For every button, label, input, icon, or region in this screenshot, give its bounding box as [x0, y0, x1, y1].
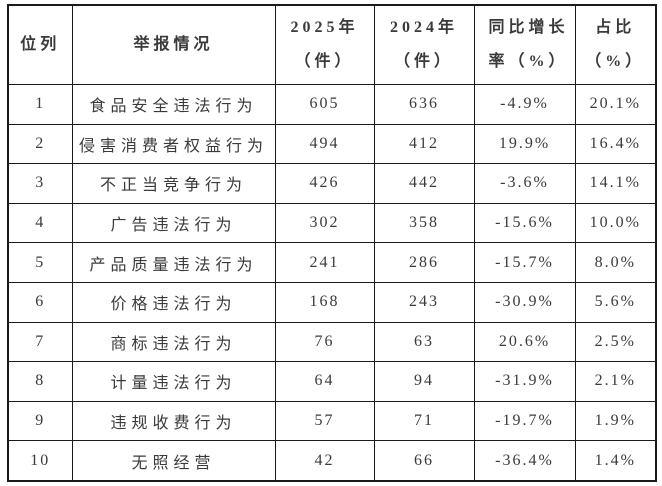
cell-share: 10.0% — [574, 202, 657, 244]
cell-2024: 358 — [373, 202, 475, 244]
cell-2025: 605 — [274, 84, 375, 125]
cell-2024: 636 — [373, 84, 475, 125]
cell-2025: 168 — [274, 281, 375, 323]
cell-2025: 426 — [274, 163, 375, 204]
table-row: 7 商标违法行为 76 63 20.6% 2.5% — [7, 321, 657, 363]
cell-share: 20.1% — [574, 84, 657, 125]
cell-rank: 8 — [7, 361, 73, 402]
cell-share: 2.1% — [574, 361, 657, 402]
header-share-line2: （%） — [585, 53, 646, 70]
table-row: 10 无照经营 42 66 -36.4% 1.4% — [7, 440, 657, 482]
cell-share: 14.1% — [574, 163, 657, 204]
table-body: 1 食品安全违法行为 605 636 -4.9% 20.1% 2 侵害消费者权益… — [7, 84, 657, 482]
table-row: 9 违规收费行为 57 71 -19.7% 1.9% — [7, 400, 657, 442]
cell-yoy: -3.6% — [473, 163, 576, 204]
cell-rank: 9 — [7, 400, 73, 442]
header-2024: 2024年 （件） — [373, 4, 475, 85]
cell-category: 无照经营 — [71, 440, 276, 482]
header-2025: 2025年 （件） — [274, 4, 375, 85]
table-row: 1 食品安全违法行为 605 636 -4.9% 20.1% — [7, 84, 657, 125]
cell-2024: 286 — [373, 242, 475, 283]
header-yoy-line1: 同比增长 — [488, 19, 569, 36]
header-2024-line1: 2024年 — [389, 19, 458, 36]
cell-rank: 5 — [7, 242, 73, 283]
cell-2025: 302 — [274, 202, 375, 244]
cell-share: 8.0% — [574, 242, 657, 283]
table-row: 4 广告违法行为 302 358 -15.6% 10.0% — [7, 202, 657, 244]
cell-yoy: 19.9% — [473, 123, 576, 165]
table-header: 位列 举报情况 2025年 （件） 2024年 （件） 同比增长 率（%） — [7, 4, 657, 85]
table-row: 2 侵害消费者权益行为 494 412 19.9% 16.4% — [7, 123, 657, 165]
cell-category: 计量违法行为 — [71, 361, 276, 402]
cell-2024: 412 — [373, 123, 475, 165]
cell-2025: 494 — [274, 123, 375, 165]
cell-yoy: -15.7% — [473, 242, 576, 283]
cell-yoy: -4.9% — [473, 84, 576, 125]
cell-yoy: -15.6% — [473, 202, 576, 244]
header-rank-label: 位列 — [20, 36, 61, 53]
cell-category: 违规收费行为 — [71, 400, 276, 442]
cell-2025: 76 — [274, 321, 375, 363]
cell-2024: 243 — [373, 281, 475, 323]
cell-category: 食品安全违法行为 — [71, 84, 276, 125]
cell-2025: 57 — [274, 400, 375, 442]
cell-category: 产品质量违法行为 — [71, 242, 276, 283]
cell-yoy: -36.4% — [473, 440, 576, 482]
cell-yoy: -31.9% — [473, 361, 576, 402]
cell-rank: 2 — [7, 123, 73, 165]
cell-yoy: -19.7% — [473, 400, 576, 442]
cell-share: 2.5% — [574, 321, 657, 363]
cell-rank: 3 — [7, 163, 73, 204]
cell-yoy: 20.6% — [473, 321, 576, 363]
table-row: 8 计量违法行为 64 94 -31.9% 2.1% — [7, 361, 657, 402]
cell-rank: 10 — [7, 440, 73, 482]
cell-share: 1.4% — [574, 440, 657, 482]
table-row: 3 不正当竞争行为 426 442 -3.6% 14.1% — [7, 163, 657, 204]
header-category: 举报情况 — [71, 4, 276, 85]
cell-category: 商标违法行为 — [71, 321, 276, 363]
header-2025-line2: （件） — [294, 53, 355, 70]
cell-share: 1.9% — [574, 400, 657, 442]
cell-2024: 442 — [373, 163, 475, 204]
header-2024-line2: （件） — [393, 53, 454, 70]
header-yoy-growth: 同比增长 率（%） — [473, 4, 576, 85]
cell-rank: 7 — [7, 321, 73, 363]
report-table: 位列 举报情况 2025年 （件） 2024年 （件） 同比增长 率（%） — [7, 4, 657, 482]
header-share: 占比 （%） — [574, 4, 657, 85]
header-row: 位列 举报情况 2025年 （件） 2024年 （件） 同比增长 率（%） — [7, 4, 657, 85]
header-category-label: 举报情况 — [133, 36, 214, 53]
header-2025-line1: 2025年 — [290, 19, 359, 36]
cell-2025: 64 — [274, 361, 375, 402]
cell-2024: 71 — [373, 400, 475, 442]
header-share-line1: 占比 — [595, 19, 636, 36]
cell-rank: 1 — [7, 84, 73, 125]
table-row: 6 价格违法行为 168 243 -30.9% 5.6% — [7, 281, 657, 323]
cell-yoy: -30.9% — [473, 281, 576, 323]
cell-2025: 241 — [274, 242, 375, 283]
cell-category: 侵害消费者权益行为 — [71, 123, 276, 165]
cell-rank: 4 — [7, 202, 73, 244]
cell-category: 广告违法行为 — [71, 202, 276, 244]
cell-category: 价格违法行为 — [71, 281, 276, 323]
cell-category: 不正当竞争行为 — [71, 163, 276, 204]
cell-share: 16.4% — [574, 123, 657, 165]
cell-2024: 63 — [373, 321, 475, 363]
cell-rank: 6 — [7, 281, 73, 323]
cell-2024: 66 — [373, 440, 475, 482]
table-row: 5 产品质量违法行为 241 286 -15.7% 8.0% — [7, 242, 657, 283]
cell-2025: 42 — [274, 440, 375, 482]
header-yoy-line2: 率（%） — [488, 53, 569, 70]
header-rank: 位列 — [7, 4, 73, 85]
cell-share: 5.6% — [574, 281, 657, 323]
cell-2024: 94 — [373, 361, 475, 402]
